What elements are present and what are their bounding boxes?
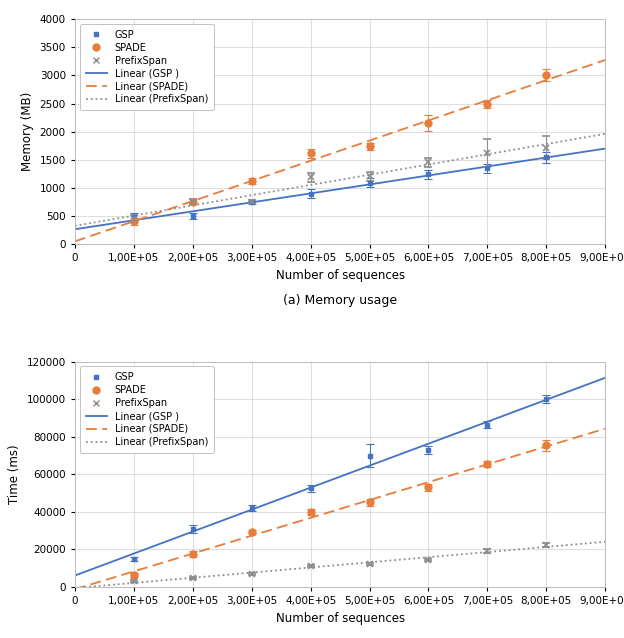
Legend: GSP, SPADE, PrefixSpan, Linear (GSP ), Linear (SPADE), Linear (PrefixSpan): GSP, SPADE, PrefixSpan, Linear (GSP ), L…	[80, 24, 214, 110]
X-axis label: Number of sequences: Number of sequences	[276, 269, 404, 282]
Legend: GSP, SPADE, PrefixSpan, Linear (GSP ), Linear (SPADE), Linear (PrefixSpan): GSP, SPADE, PrefixSpan, Linear (GSP ), L…	[80, 366, 214, 453]
X-axis label: Number of sequences: Number of sequences	[276, 612, 404, 625]
Y-axis label: Time (ms): Time (ms)	[8, 445, 21, 504]
Y-axis label: Memory (MB): Memory (MB)	[21, 92, 34, 172]
Text: (a) Memory usage: (a) Memory usage	[283, 294, 397, 307]
